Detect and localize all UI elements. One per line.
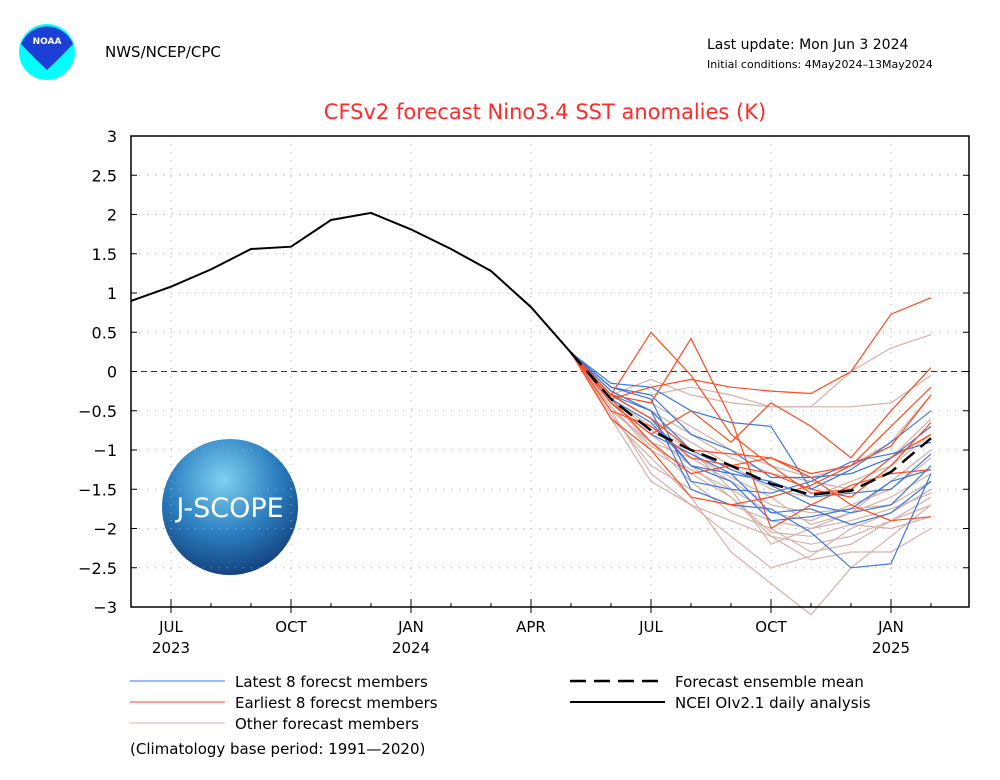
earliest-member-line — [570, 331, 932, 494]
svg-text:NOAA: NOAA — [33, 37, 62, 47]
agency-label: NWS/NCEP/CPC — [105, 43, 221, 61]
footnote: (Climatology base period: 1991—2020) — [130, 740, 426, 758]
main-lines — [130, 211, 932, 496]
other-member-line — [570, 352, 932, 530]
legend-other-label: Other forecast members — [235, 715, 419, 733]
forecast-members — [570, 297, 932, 616]
y-tick-label: 0.5 — [92, 323, 117, 342]
axis-ticks: 3 2.5 2 1.5 1 0.5 0 −0.5 −1 −1.5 −2 −2.5 −3 JUL 2023 OC… — [78, 127, 969, 657]
other-member-line — [570, 352, 932, 537]
x-tick-year: 2024 — [392, 639, 430, 657]
x-tick-month: OCT — [755, 618, 787, 636]
x-tick-month: JUL — [158, 618, 183, 636]
y-tick-label: −3 — [93, 598, 117, 617]
other-member-line — [570, 352, 932, 408]
chart-title: CFSv2 forecast Nino3.4 SST anomalies (K) — [323, 100, 767, 124]
other-member-line — [570, 352, 932, 569]
x-tick-year: 2023 — [152, 639, 190, 657]
earliest-member-line — [570, 297, 932, 400]
y-tick-label: −0.5 — [78, 402, 117, 421]
y-tick-label: 1 — [107, 284, 117, 303]
other-member-line — [570, 352, 932, 545]
legend-mean-label: Forecast ensemble mean — [675, 673, 864, 691]
latest-member-line — [570, 352, 932, 569]
earliest-member-line — [570, 352, 932, 475]
x-tick-month: JAN — [397, 618, 424, 636]
last-update: Last update: Mon Jun 3 2024 — [707, 37, 909, 53]
other-member-line — [570, 352, 932, 545]
svg-text:J-SCOPE: J-SCOPE — [174, 493, 283, 524]
jscope-logo: J-SCOPE — [162, 439, 298, 575]
y-tick-label: 2.5 — [92, 166, 117, 185]
other-member-line — [570, 352, 932, 526]
y-tick-label: −2.5 — [78, 559, 117, 578]
x-tick-month: OCT — [275, 618, 307, 636]
x-tick-month: APR — [516, 618, 546, 636]
other-member-line — [570, 352, 932, 522]
latest-member-line — [570, 352, 932, 526]
other-member-line — [570, 334, 932, 408]
other-member-line — [570, 352, 932, 553]
x-tick-month: JAN — [877, 618, 904, 636]
initial-conditions: Initial conditions: 4May2024–13May2024 — [707, 58, 933, 71]
earliest-member-line — [570, 352, 932, 506]
other-member-line — [570, 352, 932, 616]
ensemble-mean-line — [570, 351, 932, 496]
latest-member-line — [570, 352, 932, 479]
legend — [130, 679, 665, 724]
y-tick-label: 1.5 — [92, 245, 117, 264]
y-tick-label: 0 — [107, 363, 117, 382]
legend-earliest-label: Earliest 8 forecst members — [235, 694, 438, 712]
y-tick-label: −2 — [93, 520, 117, 539]
latest-member-line — [570, 352, 932, 522]
x-tick-year: 2025 — [872, 639, 910, 657]
y-tick-label: −1.5 — [78, 480, 117, 499]
latest-member-line — [570, 352, 932, 514]
y-tick-label: 3 — [107, 127, 117, 146]
noaa-logo: NOAA — [19, 24, 75, 80]
legend-latest-label: Latest 8 forecst members — [235, 673, 428, 691]
y-tick-label: −1 — [93, 441, 117, 460]
x-tick-month: JUL — [638, 618, 663, 636]
y-tick-label: 2 — [107, 206, 117, 225]
legend-analysis-label: NCEI OIv2.1 daily analysis — [675, 694, 871, 712]
earliest-member-line — [570, 352, 932, 522]
analysis-line — [130, 211, 572, 354]
